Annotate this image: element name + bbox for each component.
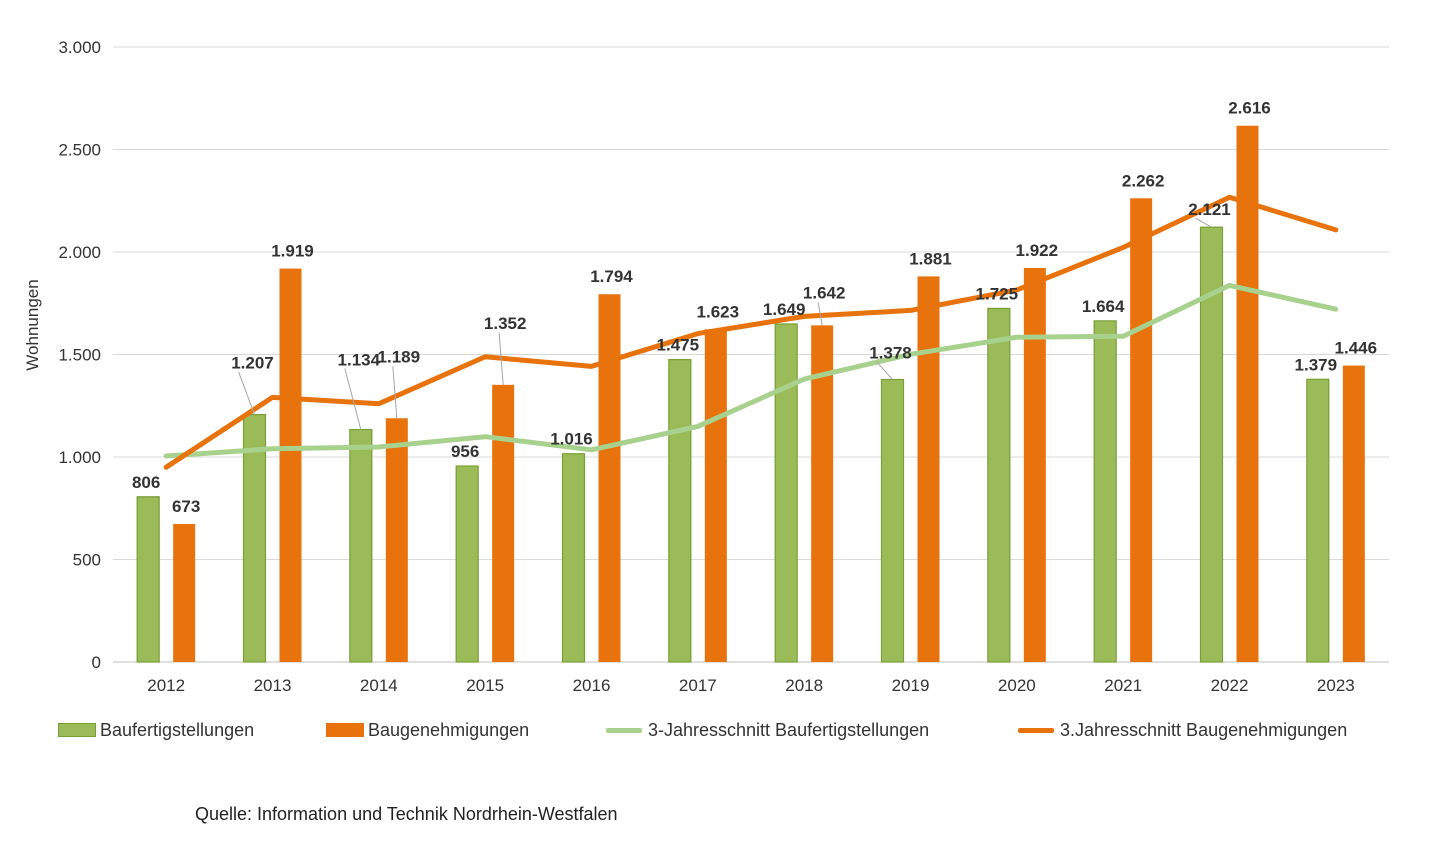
data-label-baufertigstellungen: 1.379: [1295, 355, 1338, 374]
data-label-baufertigstellungen: 956: [451, 442, 479, 461]
line-avg-baufertigstellungen: [163, 282, 1339, 459]
bar-baugenehmigungen: [1130, 198, 1153, 663]
legend-label: 3-Jahresschnitt Baufertigstellungen: [648, 719, 930, 740]
data-label-baugenehmigungen: 1.623: [697, 302, 740, 321]
x-tick-label: 2021: [1104, 676, 1142, 695]
data-label-baugenehmigungen: 1.919: [271, 242, 314, 261]
data-label-baufertigstellungen: 806: [132, 473, 160, 492]
bar-baugenehmigungen: [173, 524, 196, 662]
bar-baugenehmigungen: [1342, 365, 1365, 662]
bar-baugenehmigungen: [1236, 125, 1259, 663]
legend-swatch-green-bar: [58, 723, 96, 737]
leader-line: [238, 371, 255, 415]
bar-baugenehmigungen: [598, 294, 621, 662]
bar-baugenehmigungen: [704, 329, 727, 662]
data-label-baufertigstellungen: 1.649: [763, 300, 806, 319]
data-label-baufertigstellungen: 1.016: [550, 430, 593, 449]
data-label-baugenehmigungen: 1.352: [484, 314, 527, 333]
leader-line: [498, 332, 504, 385]
y-tick-label: 3.000: [58, 38, 101, 57]
x-tick-label: 2013: [254, 676, 292, 695]
bar-baufertigstellungen: [136, 496, 160, 663]
line-avg-baugenehmigungen: [163, 194, 1339, 470]
bar-baufertigstellungen: [668, 359, 692, 663]
y-axis-ticks: 0 500 1.000 1.500 2.000 2.500 3.000: [58, 38, 101, 672]
y-tick-label: 1.000: [58, 448, 101, 467]
data-label-baugenehmigungen: 673: [172, 497, 200, 516]
bar-baufertigstellungen: [1093, 320, 1117, 663]
leader-line: [876, 361, 893, 380]
x-tick-label: 2016: [573, 676, 611, 695]
legend-item-baugenehmigungen: Baugenehmigungen: [326, 716, 529, 744]
data-label-baugenehmigungen: 1.189: [378, 347, 421, 366]
x-tick-label: 2014: [360, 676, 398, 695]
x-tick-label: 2018: [785, 676, 823, 695]
data-label-baugenehmigungen: 1.881: [909, 249, 952, 268]
bar-baufertigstellungen: [561, 453, 586, 663]
data-label-baugenehmigungen: 2.616: [1228, 99, 1271, 118]
source-note: Quelle: Information und Technik Nordrhei…: [195, 804, 618, 824]
bar-baugenehmigungen: [385, 418, 408, 662]
leader-line: [392, 366, 398, 419]
y-tick-label: 2.000: [58, 243, 101, 262]
data-label-baugenehmigungen: 1.446: [1335, 339, 1378, 358]
data-label-baugenehmigungen: 1.794: [590, 267, 633, 286]
leader-line: [1195, 217, 1212, 228]
x-tick-label: 2023: [1317, 676, 1355, 695]
data-label-baugenehmigungen: 2.262: [1122, 171, 1165, 190]
legend-swatch-orange-bar: [326, 723, 364, 737]
legend-swatch-orange-line: [1018, 727, 1054, 733]
bar-baufertigstellungen: [1306, 378, 1330, 663]
x-tick-label: 2019: [892, 676, 930, 695]
bar-baufertigstellungen: [774, 323, 798, 663]
data-label-baufertigstellungen: 1.475: [657, 336, 700, 355]
legend-label: Baufertigstellungen: [100, 719, 255, 740]
label-leader-lines: [238, 217, 1212, 430]
data-label-baufertigstellungen: 1.664: [1082, 297, 1125, 316]
bar-baufertigstellungen: [455, 465, 479, 663]
bar-baufertigstellungen: [987, 307, 1011, 663]
bar-baugenehmigungen: [1023, 267, 1046, 662]
x-tick-label: 2020: [998, 676, 1036, 695]
data-label-baugenehmigungen: 1.642: [803, 283, 846, 302]
average-lines: [163, 194, 1339, 470]
legend-swatch-green-line: [606, 727, 642, 733]
x-tick-label: 2015: [466, 676, 504, 695]
bars: [136, 125, 1365, 663]
legend-item-avg-baugenehmigungen: 3.Jahresschnitt Baugenehmigungen: [1018, 716, 1347, 744]
gridlines: [113, 46, 1389, 663]
bar-baugenehmigungen: [811, 325, 834, 662]
y-tick-label: 0: [92, 653, 101, 672]
leader-line: [817, 302, 823, 326]
x-tick-label: 2012: [147, 676, 185, 695]
x-tick-label: 2022: [1211, 676, 1249, 695]
legend-item-avg-baufertigstellungen: 3-Jahresschnitt Baufertigstellungen: [606, 716, 929, 744]
bar-baugenehmigungen: [917, 276, 940, 662]
bar-baufertigstellungen: [349, 428, 373, 663]
x-axis-ticks: 2012 2013 2014 2015 2016 2017 2018 2019 2020 2021…: [147, 676, 1354, 695]
data-label-baufertigstellungen: 2.121: [1188, 200, 1231, 219]
y-tick-label: 1.500: [58, 346, 101, 365]
legend-item-baufertigstellungen: Baufertigstellungen: [58, 716, 254, 744]
bar-baugenehmigungen: [279, 268, 302, 662]
data-label-baufertigstellungen: 1.378: [869, 344, 912, 363]
legend-label: 3.Jahresschnitt Baugenehmigungen: [1060, 719, 1348, 740]
data-label-baufertigstellungen: 1.207: [231, 354, 274, 373]
data-label-baufertigstellungen: 1.134: [338, 351, 381, 370]
y-tick-label: 500: [73, 551, 101, 570]
data-label-baufertigstellungen: 1.725: [976, 284, 1019, 303]
data-label-baugenehmigungen: 1.922: [1016, 241, 1059, 260]
leader-line: [344, 368, 362, 430]
legend-label: Baugenehmigungen: [368, 719, 530, 740]
x-tick-label: 2017: [679, 676, 717, 695]
legend: Baufertigstellungen Baugenehmigungen 3-J…: [58, 716, 1418, 744]
bar-baufertigstellungen: [880, 378, 905, 663]
bar-baugenehmigungen: [492, 384, 515, 662]
y-tick-label: 2.500: [58, 141, 101, 160]
y-axis-label: Wohnungen: [23, 279, 42, 370]
